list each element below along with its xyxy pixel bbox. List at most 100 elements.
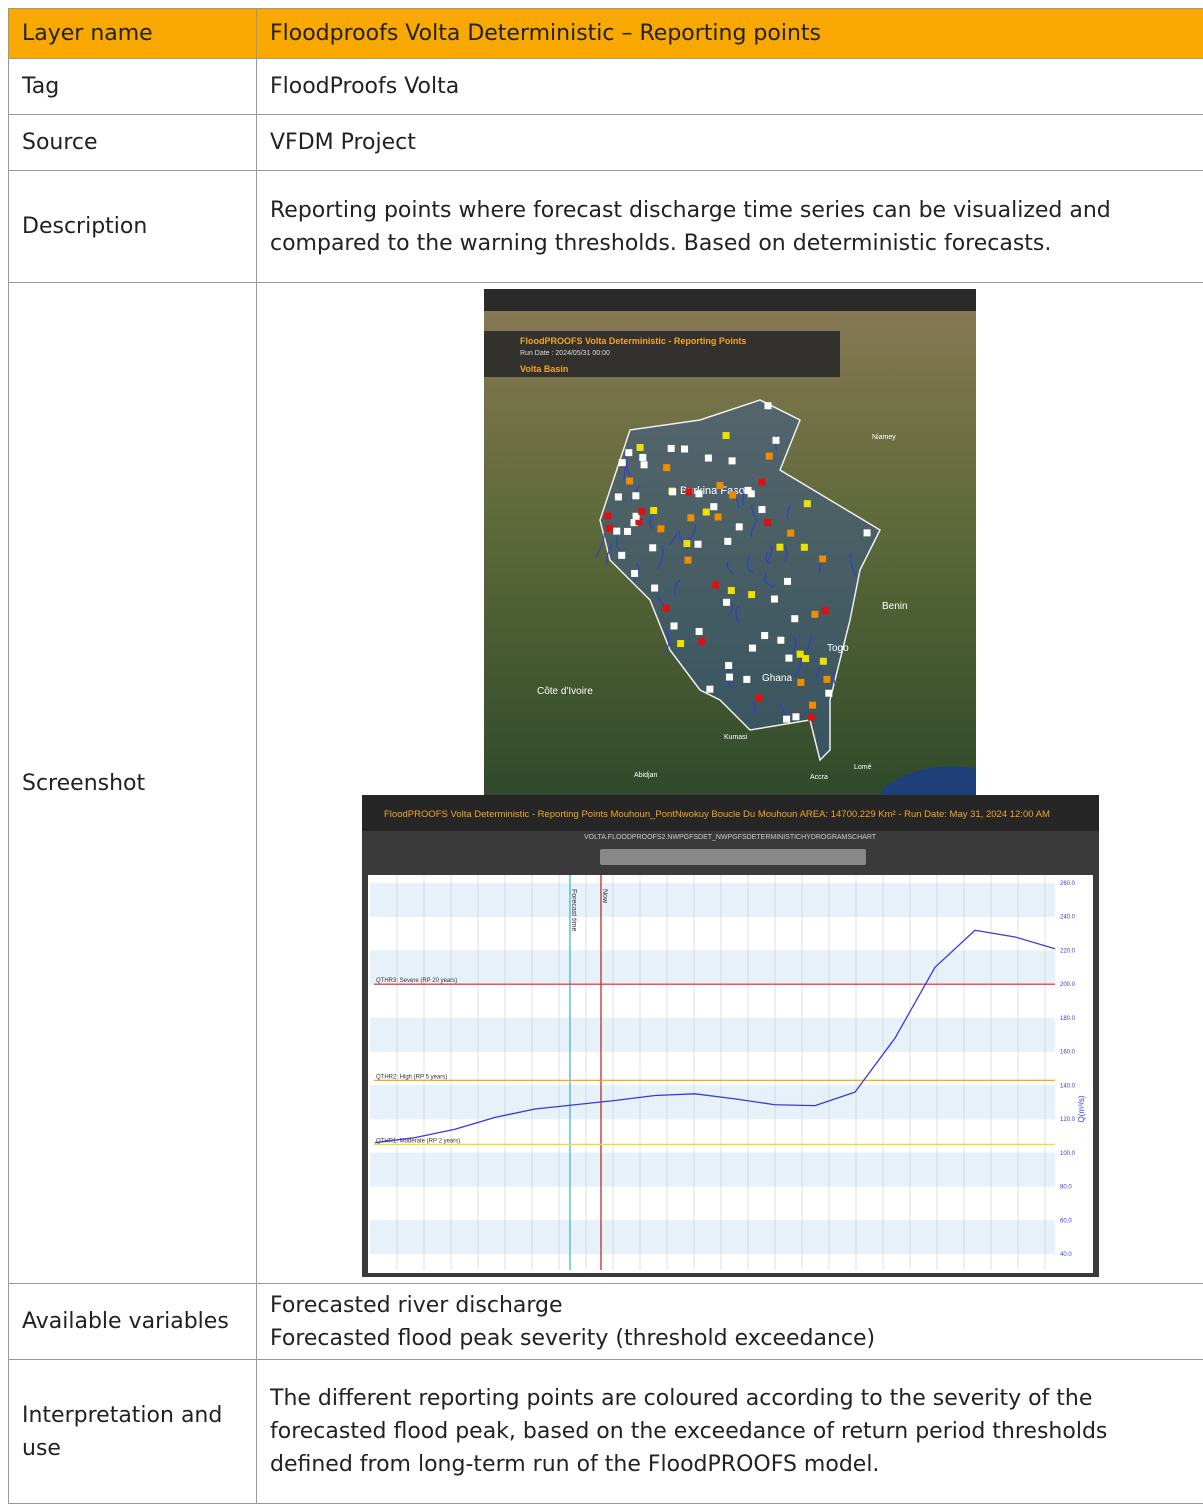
reporting-point [657,525,664,532]
reporting-point [809,702,816,709]
band [370,883,1055,917]
y-tick-label: 140.0 [1060,1083,1076,1089]
cell: Tag [9,59,257,115]
reporting-point [729,491,736,498]
reporting-point [663,464,670,471]
header-row: Layer name Floodproofs Volta Determinist… [9,9,1203,59]
y-tick-label: 240.0 [1060,915,1076,921]
reporting-point [669,488,676,495]
reporting-point [712,581,719,588]
reporting-point [662,605,669,612]
reporting-point [766,453,773,460]
reporting-point [729,457,736,464]
place: Abidjan [634,772,657,779]
reporting-point [725,662,732,669]
reporting-point [671,622,678,629]
reporting-point [724,538,731,545]
reporting-point [748,490,755,497]
reporting-point [637,444,644,451]
reporting-point [626,477,633,484]
place: Côte d'Ivoire [537,686,593,697]
y-tick-label: 100.0 [1060,1151,1076,1157]
reporting-point [785,655,792,662]
reporting-point [687,514,694,521]
reporting-point [743,676,750,683]
reporting-point [783,716,790,723]
cell: VFDM Project [257,115,1203,171]
reporting-point [649,544,656,551]
reporting-point [726,674,733,681]
map-run-date: Run Date : 2024/05/31 00:00 [520,350,610,357]
map: FloodPROOFS Volta Deterministic - Report… [484,289,976,795]
y-tick-label: 200.0 [1060,982,1076,988]
line: Forecasted river discharge [270,1289,1190,1322]
cell: Description [9,171,257,283]
chart-subtitle: VOLTA.FLOODPROOFS2.NWPGFSDET_NWPGFSDETER… [584,834,877,841]
reporting-point [706,686,713,693]
place: Lomé [854,764,872,771]
reporting-point [695,490,702,497]
reporting-point [771,596,778,603]
reporting-point [685,488,692,495]
reporting-point [638,508,645,515]
reporting-point [615,493,622,500]
map-basin: Volta Basin [520,364,568,374]
reporting-point [604,513,611,520]
reporting-point [723,432,730,439]
band [370,1085,1055,1119]
cell: Screenshot [9,283,257,1284]
marker-label: Now [601,889,608,904]
cell: FloodProofs Volta [257,59,1203,115]
band [370,950,1055,984]
band [370,1220,1055,1254]
reporting-point [606,525,613,532]
reporting-point [777,637,784,644]
reporting-point [684,557,691,564]
chart: FloodPROOFS Volta Deterministic - Report… [362,795,1099,1277]
page: Layer name Floodproofs Volta Determinist… [0,0,1203,1503]
reporting-point [825,690,832,697]
chart-title: FloodPROOFS Volta Deterministic - Report… [384,809,1050,820]
threshold-label: QTHR3: Severe (RP 20 years) [376,978,457,984]
reporting-point [677,640,684,647]
y-axis-label: Q(m³/s) [1077,1095,1086,1122]
band [370,1018,1055,1052]
reporting-point [698,638,705,645]
map-layer: FloodPROOFS Volta Deterministic - Report… [520,336,746,346]
cell: Source [9,115,257,171]
reporting-point [764,402,771,409]
y-tick-label: 80.0 [1060,1185,1072,1191]
cell: Available variables [9,1284,257,1360]
reporting-point [804,500,811,507]
band [370,1153,1055,1187]
y-tick-label: 220.0 [1060,948,1076,954]
reporting-point [715,513,722,520]
reporting-point [823,676,830,683]
reporting-point [736,523,743,530]
place: Benin [882,601,908,612]
reporting-point [716,482,723,489]
threshold-label: QTHR2: High (RP 5 years) [376,1074,447,1080]
reporting-point [613,528,620,535]
reporting-point [797,679,804,686]
reporting-point [631,570,638,577]
reporting-point [764,519,771,526]
reporting-point [772,437,779,444]
reporting-point [761,632,768,639]
reporting-point [755,694,762,701]
reporting-point [650,507,657,514]
reporting-point [681,446,688,453]
screenshot: FloodPROOFS Volta Deterministic - Report… [362,289,1099,1277]
y-tick-label: 120.0 [1060,1117,1076,1123]
reporting-point [668,445,675,452]
reporting-point [820,658,827,665]
reporting-point [784,578,791,585]
reporting-point [801,544,808,551]
y-tick-label: 260.0 [1060,881,1076,887]
reporting-point [811,611,818,618]
reporting-point [641,461,648,468]
reporting-point [791,615,798,622]
reporting-point [710,503,717,510]
reporting-point [619,459,626,466]
